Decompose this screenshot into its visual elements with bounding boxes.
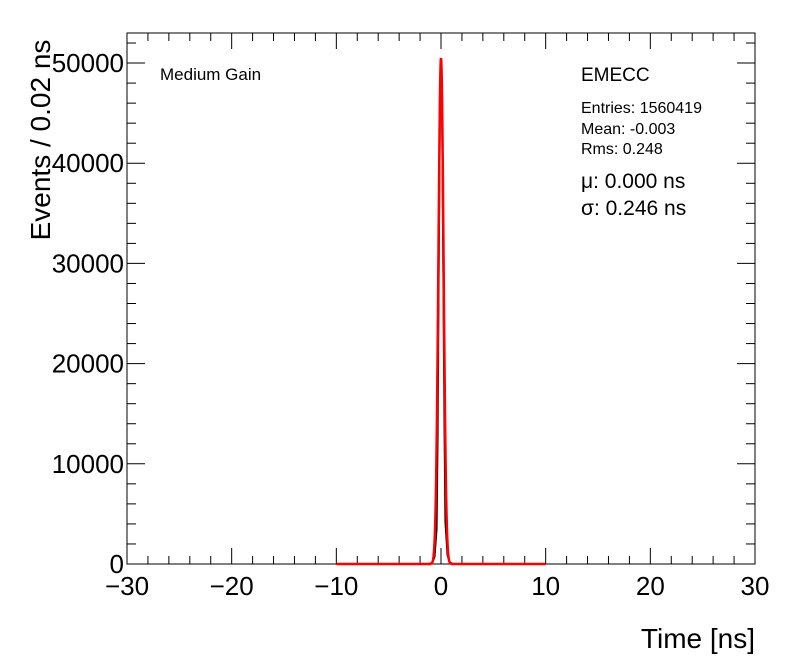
y-tick-labels: 0 10000 20000 30000 40000 50000 (52, 48, 124, 579)
x-tick-label: −10 (314, 571, 358, 601)
x-tick-label: 20 (636, 571, 665, 601)
histogram-series (336, 58, 546, 565)
mu-label: μ: 0.000 ns (581, 170, 685, 193)
x-axis-title: Time [ns] (641, 623, 755, 654)
y-tick-label: 10000 (52, 449, 124, 479)
y-tick-label: 40000 (52, 148, 124, 178)
x-tick-label: −20 (210, 571, 254, 601)
y-tick-label: 30000 (52, 248, 124, 278)
gain-label: Medium Gain (160, 65, 261, 84)
detector-label: EMECC (581, 65, 650, 86)
x-tick-label: −30 (105, 571, 149, 601)
axis-ticks (126, 33, 756, 565)
x-tick-label: 0 (434, 571, 448, 601)
mean-label: Mean: -0.003 (581, 121, 675, 138)
y-tick-label: 20000 (52, 349, 124, 379)
x-tick-label: 10 (531, 571, 560, 601)
entries-label: Entries: 1560419 (581, 100, 702, 117)
y-axis-title: Events / 0.02 ns (25, 40, 56, 241)
sigma-label: σ: 0.246 ns (581, 197, 686, 220)
y-tick-label: 50000 (52, 48, 124, 78)
x-tick-labels: −30 −20 −10 0 10 20 30 (105, 571, 770, 601)
y-tick-label: 0 (110, 549, 124, 579)
series-layer (336, 57, 546, 566)
x-tick-label: 30 (741, 571, 770, 601)
gaussian-fit-curve (336, 57, 546, 566)
rms-label: Rms: 0.248 (581, 141, 663, 158)
